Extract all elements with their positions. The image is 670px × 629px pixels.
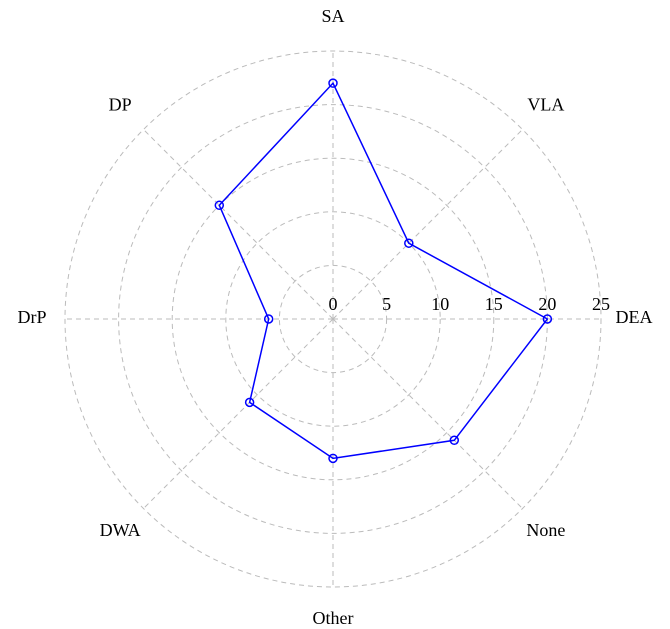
- radial-tick-label: 20: [538, 294, 556, 314]
- category-label: SA: [321, 6, 344, 26]
- radial-tick-label: 0: [329, 294, 338, 314]
- point-marker: [244, 397, 255, 408]
- category-label: DWA: [100, 520, 141, 540]
- grid-circle: [225, 211, 441, 427]
- radial-tick-label: 15: [485, 294, 503, 314]
- category-label: DP: [109, 94, 132, 114]
- point-marker: [449, 435, 460, 446]
- point-marker: [263, 314, 274, 324]
- axis-spoke: [143, 129, 334, 320]
- point-marker: [214, 200, 225, 211]
- category-label: DEA: [616, 307, 653, 327]
- grid-circle: [278, 264, 388, 374]
- grid-circle: [64, 50, 602, 588]
- point-marker: [542, 314, 553, 324]
- category-label: VLA: [527, 94, 564, 114]
- category-label: Other: [313, 608, 354, 628]
- axis-spoke: [143, 318, 334, 509]
- point-marker: [328, 78, 338, 88]
- radial-tick-label: 25: [592, 294, 610, 314]
- axis-spoke: [332, 318, 523, 509]
- point-marker: [404, 238, 414, 248]
- radial-tick-label: 10: [431, 294, 449, 314]
- radar-line: [218, 81, 549, 460]
- grid-circle: [171, 157, 495, 481]
- radial-tick-label: 5: [382, 294, 391, 314]
- point-marker: [328, 453, 338, 464]
- category-label: None: [526, 520, 565, 540]
- category-label: DrP: [17, 307, 46, 327]
